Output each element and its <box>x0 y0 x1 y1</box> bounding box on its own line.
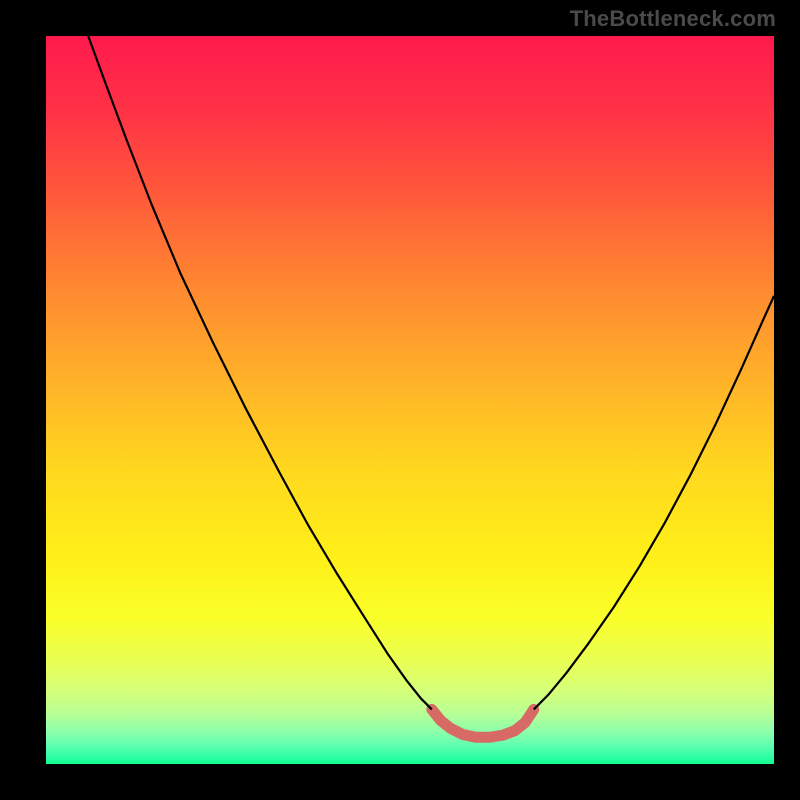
curve-left <box>88 36 432 709</box>
trough-highlight <box>432 709 534 737</box>
curve-right <box>534 296 774 710</box>
curves-layer <box>46 36 774 768</box>
bottleneck-chart: TheBottleneck.com <box>0 0 800 800</box>
plot-area <box>46 36 774 768</box>
watermark-text: TheBottleneck.com <box>570 6 776 32</box>
